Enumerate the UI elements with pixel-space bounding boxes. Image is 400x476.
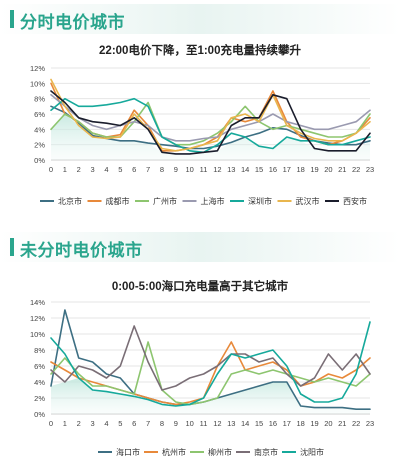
x-tick-label: 4	[104, 165, 108, 174]
x-tick-label: 6	[132, 419, 136, 428]
x-tick-label: 17	[283, 165, 291, 174]
y-tick-label: 12%	[30, 314, 45, 323]
series-line-深圳市	[50, 97, 371, 154]
x-tick-label: 7	[146, 165, 150, 174]
legend-label: 海口市	[116, 447, 140, 457]
legend-label: 广州市	[153, 196, 177, 206]
section-accent-bar	[10, 238, 14, 256]
x-tick-label: 20	[324, 165, 332, 174]
legend-label: 西安市	[343, 196, 367, 206]
x-tick-label: 7	[146, 419, 150, 428]
y-tick-label: 10%	[30, 330, 45, 339]
x-tick-label: 23	[366, 165, 374, 174]
y-tick-label: 8%	[34, 346, 45, 355]
x-tick-label: 8	[160, 165, 164, 174]
x-tick-label: 13	[227, 419, 235, 428]
legend-label: 柳州市	[208, 447, 232, 457]
x-tick-label: 5	[118, 419, 122, 428]
x-tick-label: 14	[241, 165, 249, 174]
x-tick-label: 15	[255, 419, 263, 428]
x-tick-label: 9	[174, 419, 178, 428]
section-accent-bar	[10, 10, 14, 28]
area-fill	[51, 378, 370, 414]
y-tick-label: 2%	[34, 394, 45, 403]
x-tick-label: 13	[227, 165, 235, 174]
x-tick-label: 12	[213, 165, 221, 174]
section-header-time-of-use: 分时电价城市	[0, 4, 400, 34]
legend-label: 武汉市	[296, 196, 320, 206]
y-tick-label: 8%	[34, 95, 45, 104]
x-tick-label: 5	[118, 165, 122, 174]
legend-label: 南京市	[254, 447, 278, 457]
x-tick-label: 1	[63, 419, 67, 428]
x-tick-label: 4	[104, 419, 108, 428]
series-line-柳州市	[50, 341, 371, 406]
x-tick-label: 16	[269, 419, 277, 428]
x-tick-label: 21	[338, 419, 346, 428]
area-fill	[51, 114, 370, 160]
x-tick-label: 19	[310, 165, 318, 174]
x-tick-label: 22	[352, 419, 360, 428]
legend-label: 杭州市	[162, 447, 186, 457]
x-tick-label: 15	[255, 165, 263, 174]
chart-title-1: 22:00电价下降，至1:00充电量持续攀升	[99, 45, 301, 57]
line-chart-time-of-use-cities: 0%2%4%6%8%10%12%0 1 2 3 4 5 6 7 8 9 10 11 12 13 14 15 16…	[30, 64, 374, 206]
legend-label: 深圳市	[248, 196, 272, 206]
x-tick-label: 21	[338, 165, 346, 174]
x-tick-label: 3	[91, 165, 95, 174]
x-tick-label: 3	[91, 419, 95, 428]
chart-title-2: 0:00-5:00海口充电量高于其它城市	[111, 281, 289, 293]
section-header-flat-rate: 未分时电价城市	[0, 232, 400, 262]
x-tick-label: 8	[160, 419, 164, 428]
x-tick-label: 23	[366, 419, 374, 428]
y-tick-label: 6%	[34, 110, 45, 119]
y-tick-label: 0%	[34, 410, 45, 419]
x-tick-label: 10	[186, 165, 194, 174]
x-tick-label: 11	[200, 419, 208, 428]
x-tick-label: 2	[77, 419, 81, 428]
legend-label: 上海市	[201, 196, 225, 206]
y-tick-label: 10%	[30, 79, 45, 88]
x-tick-label: 20	[324, 419, 332, 428]
x-tick-label: 0	[49, 165, 53, 174]
section-title: 未分时电价城市	[20, 241, 143, 260]
x-tick-label: 0	[49, 419, 53, 428]
x-tick-label: 11	[200, 165, 208, 174]
x-tick-label: 14	[241, 419, 249, 428]
x-tick-label: 17	[283, 419, 291, 428]
x-tick-label: 1	[63, 165, 67, 174]
x-tick-label: 18	[296, 419, 304, 428]
x-tick-label: 10	[186, 419, 194, 428]
series-line-西安市	[50, 90, 371, 155]
y-tick-label: 4%	[34, 378, 45, 387]
y-tick-label: 4%	[34, 125, 45, 134]
y-tick-label: 6%	[34, 362, 45, 371]
x-tick-label: 6	[132, 165, 136, 174]
x-tick-label: 12	[213, 419, 221, 428]
legend-label: 沈阳市	[300, 447, 324, 457]
series-line-上海市	[50, 94, 371, 142]
x-tick-label: 16	[269, 165, 277, 174]
x-tick-label: 2	[77, 165, 81, 174]
series-line-沈阳市	[50, 321, 371, 407]
y-tick-label: 2%	[34, 141, 45, 150]
legend-label: 成都市	[106, 196, 130, 206]
legend-label: 北京市	[58, 196, 82, 206]
section-title: 分时电价城市	[20, 13, 125, 32]
line-chart-flat-rate-cities: 0%2%4%6%8%10%12%14%0 1 2 3 4 5 6 7 8 9 10 11 12 13 14 1…	[30, 298, 374, 457]
y-tick-label: 14%	[30, 298, 45, 307]
series-line-南京市	[50, 325, 371, 391]
x-tick-label: 18	[296, 165, 304, 174]
x-tick-label: 9	[174, 165, 178, 174]
x-tick-label: 19	[310, 419, 318, 428]
series-line-武汉市	[50, 78, 371, 152]
x-tick-label: 22	[352, 165, 360, 174]
y-tick-label: 0%	[34, 156, 45, 165]
y-tick-label: 12%	[30, 64, 45, 73]
